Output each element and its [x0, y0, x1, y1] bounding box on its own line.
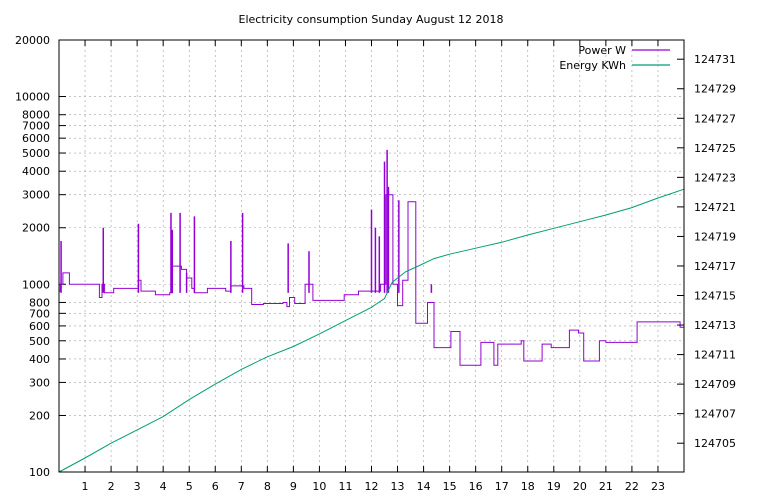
y-left-tick-label: 500 — [29, 335, 50, 348]
y-right-tick-label: 124721 — [694, 201, 736, 214]
x-tick-label: 17 — [495, 480, 509, 493]
legend-label: Energy KWh — [559, 59, 626, 72]
x-tick-label: 23 — [651, 480, 665, 493]
legend: Power W Energy KWh — [559, 44, 670, 72]
y-right-tick-label: 124707 — [694, 408, 736, 421]
y-right-tick-label: 124709 — [694, 378, 736, 391]
x-tick-label: 6 — [212, 480, 219, 493]
axis-tick-labels: 1 2 3 4 5 6 7 8 9 10 11 12 13 14 15 16 17 18 19 20 21 22 23100… — [15, 34, 736, 493]
x-tick-label: 18 — [521, 480, 535, 493]
x-tick-label: 4 — [160, 480, 167, 493]
y-right-tick-label: 124729 — [694, 83, 736, 96]
x-tick-label: 11 — [338, 480, 352, 493]
chart-title: Electricity consumption Sunday August 12… — [239, 13, 504, 26]
y-right-tick-label: 124715 — [694, 290, 736, 303]
y-left-tick-label: 10000 — [15, 91, 50, 104]
x-tick-label: 20 — [573, 480, 587, 493]
x-tick-label: 3 — [134, 480, 141, 493]
y-left-tick-label: 2000 — [22, 222, 50, 235]
y-right-tick-label: 124713 — [694, 319, 736, 332]
y-left-tick-label: 7000 — [22, 120, 50, 133]
y-left-tick-label: 600 — [29, 320, 50, 333]
x-tick-label: 9 — [290, 480, 297, 493]
x-tick-label: 21 — [599, 480, 613, 493]
y-left-tick-label: 1000 — [22, 278, 50, 291]
y-right-tick-label: 124725 — [694, 142, 736, 155]
y-right-tick-label: 124727 — [694, 112, 736, 125]
series-line — [59, 194, 684, 366]
x-tick-label: 8 — [264, 480, 271, 493]
x-tick-label: 10 — [312, 480, 326, 493]
x-tick-label: 14 — [417, 480, 431, 493]
series-line — [58, 188, 685, 473]
x-tick-label: 19 — [547, 480, 561, 493]
y-left-tick-label: 400 — [29, 353, 50, 366]
y-left-tick-label: 20000 — [15, 34, 50, 47]
x-tick-label: 7 — [238, 480, 245, 493]
y-right-tick-label: 124705 — [694, 437, 736, 450]
y-left-tick-label: 5000 — [22, 147, 50, 160]
y-right-tick-label: 124717 — [694, 260, 736, 273]
y-left-tick-label: 8000 — [22, 109, 50, 122]
y-right-tick-label: 124719 — [694, 230, 736, 243]
x-tick-label: 15 — [443, 480, 457, 493]
y-left-tick-label: 4000 — [22, 165, 50, 178]
y-left-tick-label: 6000 — [22, 132, 50, 145]
series-lines — [58, 149, 685, 473]
y-left-tick-label: 800 — [29, 296, 50, 309]
x-tick-label: 1 — [82, 480, 89, 493]
x-tick-label: 12 — [365, 480, 379, 493]
y-left-tick-label: 100 — [29, 466, 50, 479]
plot-frame — [58, 39, 685, 473]
x-tick-label: 2 — [108, 480, 115, 493]
y-right-tick-label: 124723 — [694, 171, 736, 184]
y-right-tick-label: 124731 — [694, 53, 736, 66]
y-right-tick-label: 124711 — [694, 349, 736, 362]
legend-label: Power W — [578, 44, 626, 57]
y-left-tick-label: 700 — [29, 307, 50, 320]
x-tick-label: 13 — [391, 480, 405, 493]
y-left-tick-label: 300 — [29, 376, 50, 389]
y-left-tick-label: 200 — [29, 409, 50, 422]
x-tick-label: 5 — [186, 480, 193, 493]
y-left-tick-label: 3000 — [22, 189, 50, 202]
x-tick-label: 16 — [469, 480, 483, 493]
grid — [59, 40, 684, 472]
x-tick-label: 22 — [625, 480, 639, 493]
